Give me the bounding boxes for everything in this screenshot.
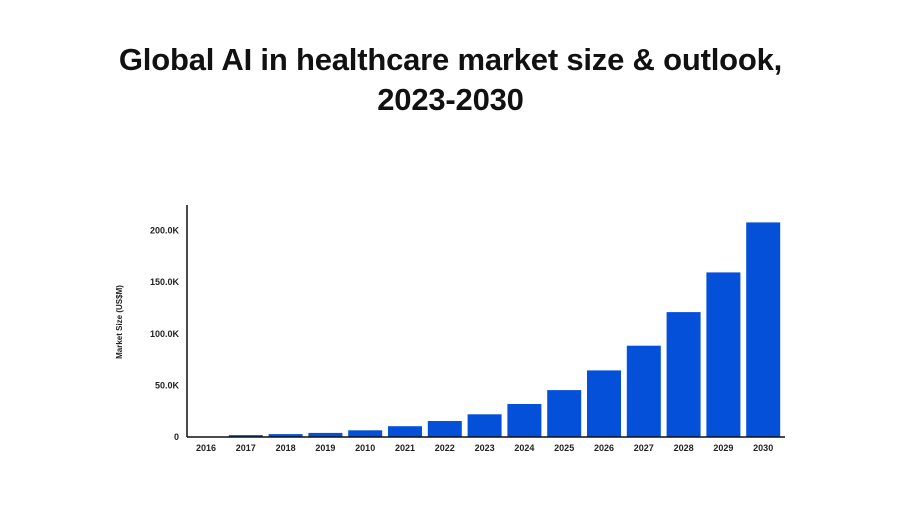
bar-2028 [666, 312, 701, 437]
y-tick-labels: 0 50.0K 100.0K 150.0K 200.0K [150, 226, 180, 442]
bar-2019 [308, 432, 343, 437]
y-tick-label: 0 [174, 432, 179, 442]
y-tick-label: 150.0K [150, 277, 180, 287]
x-tick-label: 2027 [634, 443, 654, 453]
bar-group [189, 222, 781, 437]
bar-2026 [587, 370, 621, 437]
chart-title-line-1: Global AI in healthcare market size & ou… [118, 42, 783, 77]
x-tick-label: 2018 [276, 443, 296, 453]
x-tick-label: 2017 [236, 443, 256, 453]
x-tick-label: 2028 [674, 443, 694, 453]
bar-2018 [268, 434, 303, 437]
bar-2010 [348, 430, 383, 437]
x-tick-label: 2010 [355, 443, 375, 453]
bar-2022 [427, 421, 462, 437]
bar-2029 [706, 272, 741, 437]
x-tick-label: 2025 [554, 443, 574, 453]
x-tick-label: 2019 [315, 443, 335, 453]
bar-2025 [547, 390, 582, 437]
x-tick-labels: 2016 2017 2018 2019 2010 2021 2022 2023 2024 2025… [196, 443, 773, 453]
chart-title-line-2: 2023-2030 [377, 82, 524, 117]
x-tick-label: 2030 [753, 443, 773, 453]
bar-2017 [228, 435, 263, 437]
x-tick-label: 2016 [196, 443, 216, 453]
chart-title: Global AI in healthcare market size & ou… [0, 40, 901, 120]
x-tick-label: 2021 [395, 443, 415, 453]
bar-2030 [746, 222, 781, 437]
y-axis-title: Market Size (US$M) [115, 285, 124, 359]
bar-2027 [626, 345, 661, 437]
x-tick-label: 2029 [713, 443, 733, 453]
y-tick-label: 200.0K [150, 226, 180, 236]
x-tick-label: 2024 [514, 443, 534, 453]
x-tick-label: 2022 [435, 443, 455, 453]
y-tick-label: 100.0K [150, 329, 180, 339]
y-tick-label: 50.0K [155, 380, 180, 390]
x-tick-label: 2026 [594, 443, 614, 453]
bar-2021 [388, 426, 422, 437]
bar-2024 [507, 404, 542, 437]
x-tick-label: 2023 [475, 443, 495, 453]
bar-2023 [467, 414, 502, 437]
